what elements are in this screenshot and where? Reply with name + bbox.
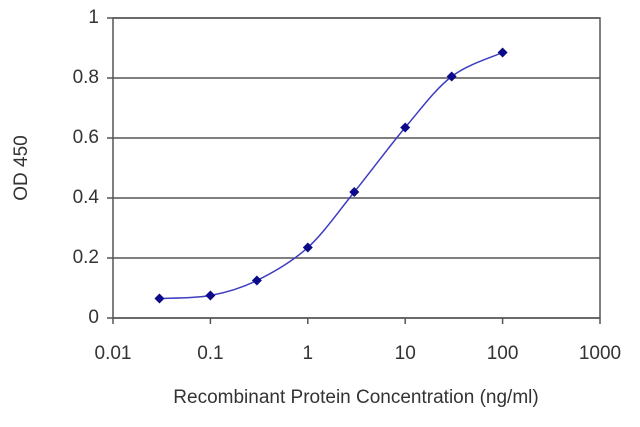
x-axis-label: Recombinant Protein Concentration (ng/ml… (173, 387, 538, 408)
data-point (205, 290, 216, 301)
data-point (446, 71, 457, 82)
series-line (159, 51, 503, 300)
x-tick-label: 1 (303, 343, 314, 364)
y-axis-label: OD 450 (11, 135, 32, 200)
plot-area (113, 18, 600, 318)
x-tick-label: 10 (395, 343, 416, 364)
plot-border (112, 17, 601, 319)
data-point (349, 187, 360, 197)
data-point (251, 275, 262, 286)
y-tick-label: 0.4 (73, 187, 100, 208)
x-tick-label: 0.1 (197, 343, 223, 364)
data-point (154, 293, 165, 304)
x-tick-label: 0.01 (95, 343, 132, 364)
y-tick-label: 0.6 (73, 127, 99, 148)
data-point (302, 242, 313, 253)
y-tick-label: 0 (88, 307, 99, 328)
y-tick-label: 0.2 (73, 247, 99, 268)
y-tick-label: 0.8 (73, 67, 99, 88)
x-tick-label: 1000 (579, 343, 621, 364)
data-point (400, 122, 411, 133)
data-point (497, 47, 508, 58)
x-tick-label: 100 (487, 343, 519, 364)
y-tick-label: 1 (88, 7, 99, 28)
